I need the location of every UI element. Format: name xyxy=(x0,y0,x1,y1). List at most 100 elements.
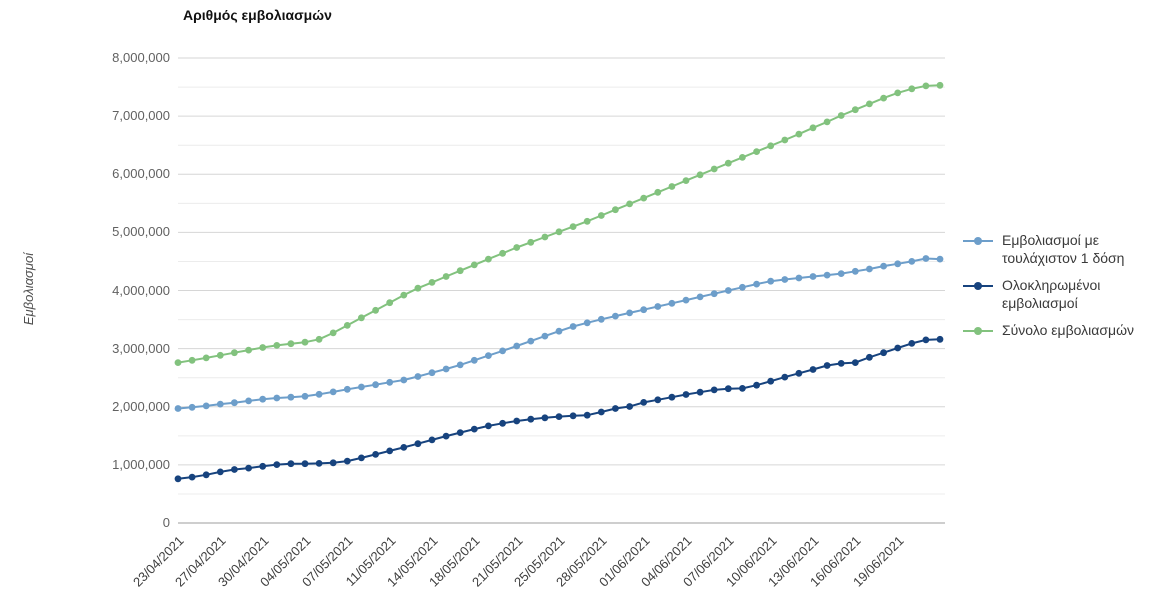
data-point[interactable] xyxy=(922,255,930,262)
data-point[interactable] xyxy=(640,306,648,314)
data-point[interactable] xyxy=(202,471,210,479)
data-point[interactable] xyxy=(400,291,408,299)
data-point[interactable] xyxy=(767,277,775,285)
data-point[interactable] xyxy=(739,283,746,291)
data-point[interactable] xyxy=(696,293,704,301)
data-point[interactable] xyxy=(767,377,775,385)
data-point[interactable] xyxy=(555,413,563,420)
data-point[interactable] xyxy=(301,392,309,400)
data-point[interactable] xyxy=(470,356,478,364)
data-point[interactable] xyxy=(273,461,281,468)
data-point[interactable] xyxy=(753,381,760,389)
data-point[interactable] xyxy=(908,85,916,93)
data-point[interactable] xyxy=(753,280,760,288)
data-point[interactable] xyxy=(174,359,182,366)
data-point[interactable] xyxy=(231,349,238,357)
data-point[interactable] xyxy=(569,323,577,330)
data-point[interactable] xyxy=(301,460,309,468)
data-point[interactable] xyxy=(583,217,591,225)
data-point[interactable] xyxy=(513,417,521,425)
data-point[interactable] xyxy=(654,303,662,310)
data-point[interactable] xyxy=(414,284,422,292)
data-point[interactable] xyxy=(231,399,238,407)
data-point[interactable] xyxy=(583,319,591,327)
data-point[interactable] xyxy=(555,228,563,236)
data-point[interactable] xyxy=(301,338,309,346)
data-point[interactable] xyxy=(724,385,732,393)
data-point[interactable] xyxy=(696,388,704,396)
data-point[interactable] xyxy=(245,346,253,354)
data-point[interactable] xyxy=(513,244,521,251)
series-2[interactable] xyxy=(174,335,944,483)
data-point[interactable] xyxy=(485,352,492,359)
data-point[interactable] xyxy=(809,124,817,132)
data-point[interactable] xyxy=(343,322,351,329)
data-point[interactable] xyxy=(682,177,690,185)
data-point[interactable] xyxy=(259,395,267,403)
data-point[interactable] xyxy=(456,267,464,275)
data-point[interactable] xyxy=(315,460,323,467)
data-point[interactable] xyxy=(809,273,817,280)
data-point[interactable] xyxy=(597,315,605,323)
data-point[interactable] xyxy=(174,475,182,483)
data-point[interactable] xyxy=(682,391,690,398)
data-point[interactable] xyxy=(866,265,873,273)
data-point[interactable] xyxy=(710,290,718,298)
data-point[interactable] xyxy=(245,464,253,472)
data-point[interactable] xyxy=(202,402,210,410)
data-point[interactable] xyxy=(682,296,690,304)
data-point[interactable] xyxy=(851,106,859,114)
data-point[interactable] xyxy=(654,188,662,196)
data-point[interactable] xyxy=(499,249,506,257)
data-point[interactable] xyxy=(908,258,916,265)
data-point[interactable] xyxy=(541,332,549,340)
data-point[interactable] xyxy=(555,327,563,335)
data-point[interactable] xyxy=(626,403,633,410)
data-point[interactable] xyxy=(216,400,224,408)
data-point[interactable] xyxy=(908,340,916,347)
data-point[interactable] xyxy=(400,444,408,451)
data-point[interactable] xyxy=(499,419,506,427)
data-point[interactable] xyxy=(922,336,930,344)
data-point[interactable] xyxy=(358,314,365,322)
data-point[interactable] xyxy=(837,270,845,277)
data-point[interactable] xyxy=(866,353,873,361)
data-point[interactable] xyxy=(470,261,478,269)
data-point[interactable] xyxy=(823,271,831,279)
data-point[interactable] xyxy=(358,383,365,391)
data-point[interactable] xyxy=(386,447,394,455)
data-point[interactable] xyxy=(894,344,902,352)
data-point[interactable] xyxy=(287,340,295,348)
data-point[interactable] xyxy=(710,165,718,173)
data-point[interactable] xyxy=(287,460,295,468)
data-point[interactable] xyxy=(513,342,521,350)
data-point[interactable] xyxy=(202,354,210,362)
data-point[interactable] xyxy=(823,118,831,126)
data-point[interactable] xyxy=(541,233,549,241)
data-point[interactable] xyxy=(936,81,944,89)
data-point[interactable] xyxy=(527,415,535,423)
data-point[interactable] xyxy=(809,366,817,373)
data-point[interactable] xyxy=(710,386,718,394)
data-point[interactable] xyxy=(569,223,577,231)
data-point[interactable] xyxy=(753,148,760,156)
data-point[interactable] xyxy=(372,306,379,314)
data-point[interactable] xyxy=(527,238,535,246)
data-point[interactable] xyxy=(823,362,831,369)
data-point[interactable] xyxy=(781,276,789,283)
data-point[interactable] xyxy=(329,329,337,337)
data-point[interactable] xyxy=(781,373,789,381)
data-point[interactable] xyxy=(414,440,422,448)
data-point[interactable] xyxy=(188,356,196,364)
data-point[interactable] xyxy=(922,82,930,90)
data-point[interactable] xyxy=(372,451,379,458)
data-point[interactable] xyxy=(781,136,789,144)
data-point[interactable] xyxy=(174,405,182,412)
data-point[interactable] xyxy=(343,385,351,393)
data-point[interactable] xyxy=(894,89,902,97)
data-point[interactable] xyxy=(442,365,450,373)
data-point[interactable] xyxy=(386,378,394,386)
data-point[interactable] xyxy=(668,299,676,307)
data-point[interactable] xyxy=(668,393,676,401)
data-point[interactable] xyxy=(866,100,873,108)
